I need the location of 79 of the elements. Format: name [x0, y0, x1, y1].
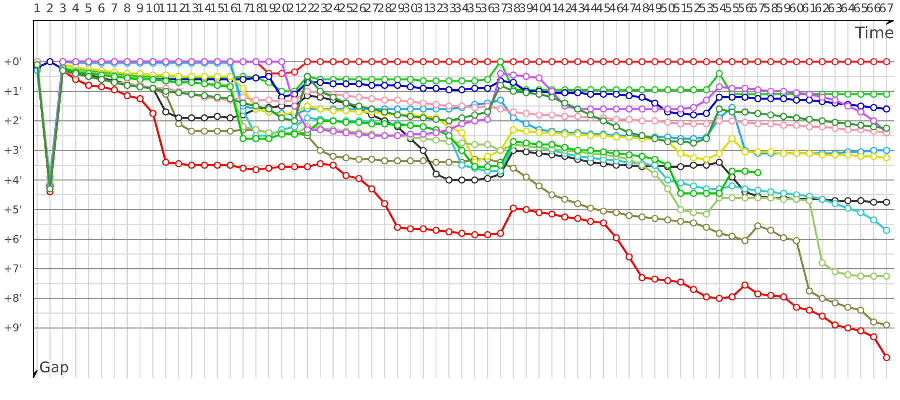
x-axis-title: Time: [854, 24, 894, 42]
x-tick-label: 14: [197, 2, 212, 16]
x-tick-label: 48: [634, 2, 650, 16]
x-tick-label: 54: [712, 2, 728, 16]
x-tick-label: 65: [853, 2, 869, 16]
x-tick-label: 16: [222, 2, 238, 16]
y-tick-label: +0': [4, 55, 23, 68]
x-tick-label: 27: [364, 2, 380, 16]
x-tick-label: 66: [866, 2, 882, 16]
x-tick-label: 58: [763, 2, 779, 16]
y-tick-label: +1': [4, 85, 23, 98]
x-tick-label: 35: [467, 2, 483, 16]
x-tick-label: 29: [390, 2, 406, 16]
x-tick-label: 28: [377, 2, 392, 16]
x-tick-label: 12: [171, 2, 187, 16]
x-tick-label: 24: [326, 2, 342, 16]
y-axis-title: Gap: [40, 360, 70, 376]
y-tick-label: +6': [4, 232, 23, 246]
x-tick-label: 57: [750, 2, 766, 16]
x-tick-label: 17: [236, 2, 251, 16]
x-tick-label: 62: [814, 2, 830, 16]
x-tick-label: 31: [416, 2, 432, 16]
x-tick-label: 46: [608, 2, 624, 16]
y-tick-label: +9': [4, 322, 23, 335]
x-tick-label: 42: [557, 2, 573, 16]
x-tick-label: 38: [506, 2, 522, 16]
x-tick-label: 52: [686, 2, 702, 16]
x-tick-label: 34: [454, 2, 470, 16]
x-tick-label: 5: [85, 2, 93, 16]
x-tick-label: 9: [136, 2, 144, 16]
x-tick-label: 3: [59, 2, 67, 16]
x-tick-label: 13: [184, 2, 200, 16]
x-tick-label: 11: [158, 2, 174, 16]
x-tick-label: 10: [146, 2, 161, 16]
x-tick-label: 49: [647, 2, 663, 16]
x-tick-label: 50: [660, 2, 676, 16]
x-tick-label: 32: [428, 2, 444, 16]
x-tick-label: 23: [312, 2, 328, 16]
x-tick-label: 8: [124, 2, 132, 16]
x-tick-label: 22: [300, 2, 316, 16]
x-tick-label: 15: [210, 2, 226, 16]
x-tick-label: 56: [738, 2, 753, 16]
y-tick-label: +5': [4, 203, 23, 216]
x-tick-label: 36: [480, 2, 496, 16]
y-tick-label: +3': [4, 144, 23, 158]
x-tick-label: 6: [98, 2, 106, 16]
x-tick-label: 51: [673, 2, 689, 16]
x-tick-label: 60: [789, 2, 804, 16]
x-tick-label: 7: [110, 2, 118, 16]
x-tick-label: 25: [338, 2, 354, 16]
x-tick-label: 30: [402, 2, 418, 16]
x-tick-label: 44: [583, 2, 598, 16]
x-tick-label: 41: [544, 2, 560, 16]
x-tick-label: 55: [724, 2, 740, 16]
x-tick-label: 26: [351, 2, 367, 16]
x-tick-label: 37: [493, 2, 508, 16]
x-tick-label: 53: [698, 2, 714, 16]
x-tick-label: 63: [828, 2, 843, 16]
y-tick-label: +7': [4, 262, 23, 276]
x-tick-label: 4: [72, 2, 80, 16]
x-tick-label: 20: [274, 2, 290, 16]
x-tick-label: 47: [622, 2, 638, 16]
x-tick-label: 2: [46, 2, 54, 16]
x-tick-label: 43: [570, 2, 586, 16]
x-tick-label: 19: [261, 2, 277, 16]
x-tick-label: 45: [596, 2, 612, 16]
y-tick-label: +8': [4, 292, 23, 306]
y-tick-label: +4': [4, 174, 23, 187]
x-tick-label: 40: [532, 2, 547, 16]
x-tick-label: 18: [248, 2, 264, 16]
x-tick-label: 64: [840, 2, 856, 16]
y-tick-label: +2': [4, 114, 23, 128]
x-tick-label: 33: [442, 2, 457, 16]
x-tick-label: 61: [802, 2, 818, 16]
x-tick-label: 21: [287, 2, 302, 16]
x-tick-label: 59: [776, 2, 792, 16]
x-tick-label: 67: [879, 2, 894, 16]
x-tick-label: 39: [518, 2, 534, 16]
x-tick-label: 1: [34, 2, 42, 16]
